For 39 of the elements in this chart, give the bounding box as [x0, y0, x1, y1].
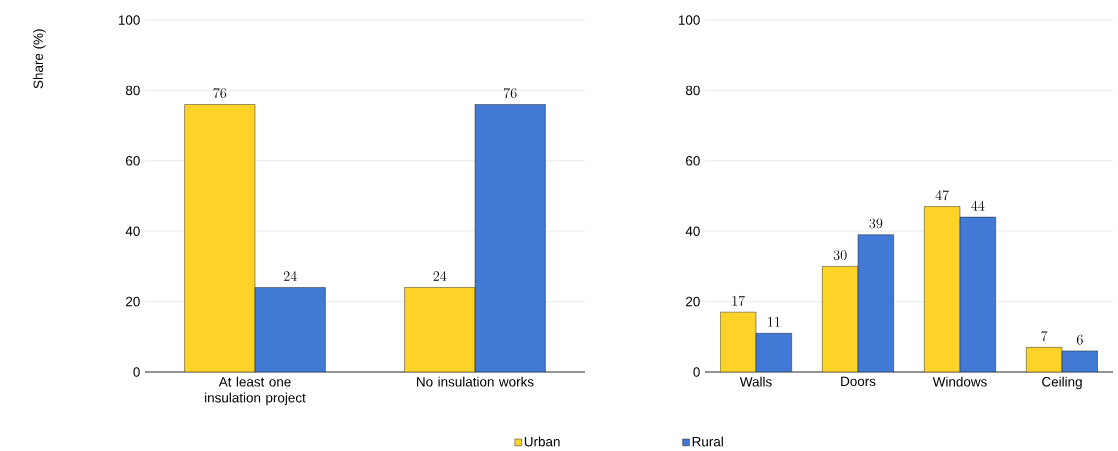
- data-label: 17: [732, 295, 745, 306]
- legend-label: Urban: [524, 436, 560, 447]
- x-tick-label: At least one insulation project: [205, 376, 306, 406]
- bar: [755, 333, 792, 372]
- data-label: 30: [833, 250, 847, 261]
- data-label: 47: [935, 190, 949, 201]
- y-tick-label: 40: [125, 226, 140, 236]
- bar: [857, 234, 894, 372]
- y-tick-label: 0: [693, 367, 700, 377]
- x-tick-label: Windows: [932, 376, 987, 387]
- y-tick-label: 0: [133, 367, 140, 377]
- bar: [924, 206, 961, 372]
- y-tick-label: 80: [125, 85, 140, 96]
- data-label: 11: [768, 317, 780, 327]
- data-label: 76: [503, 88, 517, 99]
- y-tick-label: 100: [678, 15, 700, 25]
- legend-label: Rural: [692, 436, 723, 447]
- y-tick-label: 20: [686, 296, 700, 307]
- y-axis-title: Share (%): [33, 29, 46, 89]
- y-tick-label: 80: [685, 85, 700, 96]
- x-tick-label: No insulation works: [417, 376, 534, 387]
- y-tick-label: 60: [686, 156, 700, 166]
- data-label: 76: [213, 88, 227, 99]
- bar: [720, 311, 757, 372]
- bar: [959, 216, 996, 372]
- x-tick-label: Doors: [841, 376, 876, 387]
- y-tick-label: 20: [126, 296, 140, 307]
- y-tick-label: 100: [118, 15, 140, 25]
- data-label: 6: [1076, 334, 1083, 345]
- bar: [822, 266, 859, 372]
- y-tick-label: 40: [685, 226, 700, 236]
- data-label: 7: [1041, 330, 1048, 341]
- data-label: 24: [283, 271, 297, 281]
- data-label: 44: [971, 200, 985, 211]
- data-label: 24: [433, 271, 447, 281]
- x-tick-label: Ceiling: [1042, 376, 1082, 390]
- y-tick-label: 60: [126, 156, 140, 166]
- x-tick-label: Walls: [739, 376, 772, 387]
- data-label: 39: [869, 218, 883, 229]
